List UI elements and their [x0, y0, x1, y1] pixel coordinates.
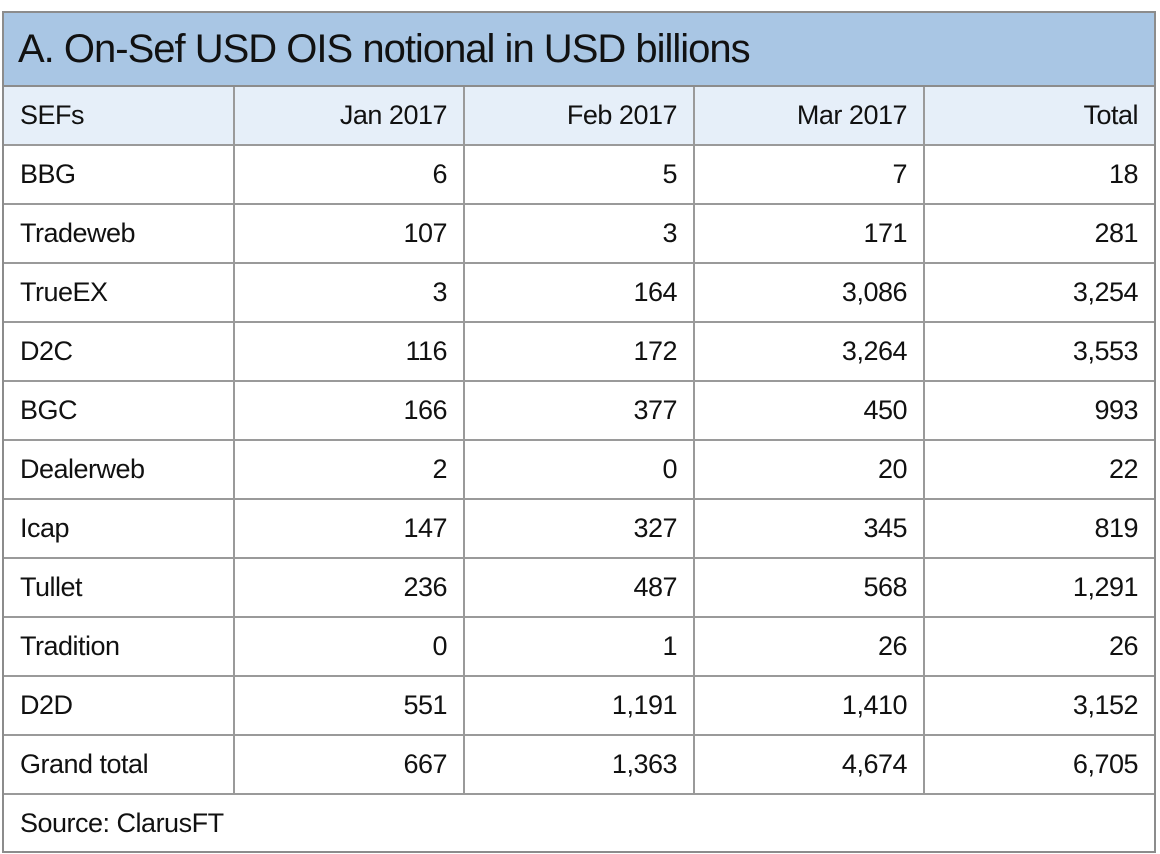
- table-cell: 2: [233, 439, 465, 500]
- table-cell: 164: [463, 262, 695, 323]
- table-cell: 487: [463, 557, 695, 618]
- table-row: Tullet 236 487 568 1,291: [4, 557, 1154, 618]
- column-header: Jan 2017: [233, 87, 465, 146]
- column-header: Mar 2017: [693, 87, 925, 146]
- table-cell: 20: [693, 439, 925, 500]
- table-cell: 6: [233, 144, 465, 205]
- grand-total-row: Grand total 667 1,363 4,674 6,705: [4, 734, 1154, 795]
- table-row: D2C 116 172 3,264 3,553: [4, 321, 1154, 382]
- table-cell: 172: [463, 321, 695, 382]
- table-cell: 1: [463, 616, 695, 677]
- table-cell: 3,254: [923, 262, 1154, 323]
- row-label: Dealerweb: [4, 439, 235, 500]
- table-row: Tradeweb 107 3 171 281: [4, 203, 1154, 264]
- row-label: Grand total: [4, 734, 235, 795]
- table-cell: 7: [693, 144, 925, 205]
- row-label: Tradeweb: [4, 203, 235, 264]
- table-cell: 26: [923, 616, 1154, 677]
- table-cell: 1,291: [923, 557, 1154, 618]
- table-cell: 1,363: [463, 734, 695, 795]
- row-label: D2C: [4, 321, 235, 382]
- table-cell: 327: [463, 498, 695, 559]
- table-cell: 377: [463, 380, 695, 441]
- table-cell: 819: [923, 498, 1154, 559]
- table-cell: 147: [233, 498, 465, 559]
- row-label: BGC: [4, 380, 235, 441]
- table-cell: 3: [463, 203, 695, 264]
- column-header: SEFs: [4, 87, 235, 146]
- table-cell: 22: [923, 439, 1154, 500]
- table-cell: 166: [233, 380, 465, 441]
- table-title: A. On-Sef USD OIS notional in USD billio…: [4, 13, 1154, 87]
- table-cell: 281: [923, 203, 1154, 264]
- table-cell: 667: [233, 734, 465, 795]
- data-table-figure: A. On-Sef USD OIS notional in USD billio…: [2, 11, 1156, 853]
- table-row: Tradition 0 1 26 26: [4, 616, 1154, 677]
- table-row: BGC 166 377 450 993: [4, 380, 1154, 441]
- header-row: SEFs Jan 2017 Feb 2017 Mar 2017 Total: [4, 87, 1154, 146]
- table-cell: 3,553: [923, 321, 1154, 382]
- table-cell: 107: [233, 203, 465, 264]
- table-cell: 0: [233, 616, 465, 677]
- row-label: BBG: [4, 144, 235, 205]
- table-cell: 236: [233, 557, 465, 618]
- column-header: Feb 2017: [463, 87, 695, 146]
- table-cell: 551: [233, 675, 465, 736]
- table-cell: 3,086: [693, 262, 925, 323]
- source-note: Source: ClarusFT: [20, 808, 224, 838]
- table-cell: 18: [923, 144, 1154, 205]
- table-cell: 3,264: [693, 321, 925, 382]
- row-label: TrueEX: [4, 262, 235, 323]
- table-cell: 1,410: [693, 675, 925, 736]
- table-row: Icap 147 327 345 819: [4, 498, 1154, 559]
- table-cell: 116: [233, 321, 465, 382]
- column-header: Total: [923, 87, 1154, 146]
- table-cell: 0: [463, 439, 695, 500]
- table-cell: 4,674: [693, 734, 925, 795]
- table-row: D2D 551 1,191 1,410 3,152: [4, 675, 1154, 736]
- data-table: SEFs Jan 2017 Feb 2017 Mar 2017 Total BBG 6 5 7 1…: [4, 87, 1154, 795]
- table-row: BBG 6 5 7 18: [4, 144, 1154, 205]
- table-cell: 345: [693, 498, 925, 559]
- row-label: Tradition: [4, 616, 235, 677]
- table-cell: 26: [693, 616, 925, 677]
- table-cell: 3: [233, 262, 465, 323]
- table-cell: 1,191: [463, 675, 695, 736]
- table-cell: 993: [923, 380, 1154, 441]
- table-row: Dealerweb 2 0 20 22: [4, 439, 1154, 500]
- table-cell: 450: [693, 380, 925, 441]
- table-row: TrueEX 3 164 3,086 3,254: [4, 262, 1154, 323]
- row-label: Tullet: [4, 557, 235, 618]
- table-cell: 568: [693, 557, 925, 618]
- table-cell: 6,705: [923, 734, 1154, 795]
- table-cell: 171: [693, 203, 925, 264]
- row-label: Icap: [4, 498, 235, 559]
- row-label: D2D: [4, 675, 235, 736]
- table-cell: 3,152: [923, 675, 1154, 736]
- table-cell: 5: [463, 144, 695, 205]
